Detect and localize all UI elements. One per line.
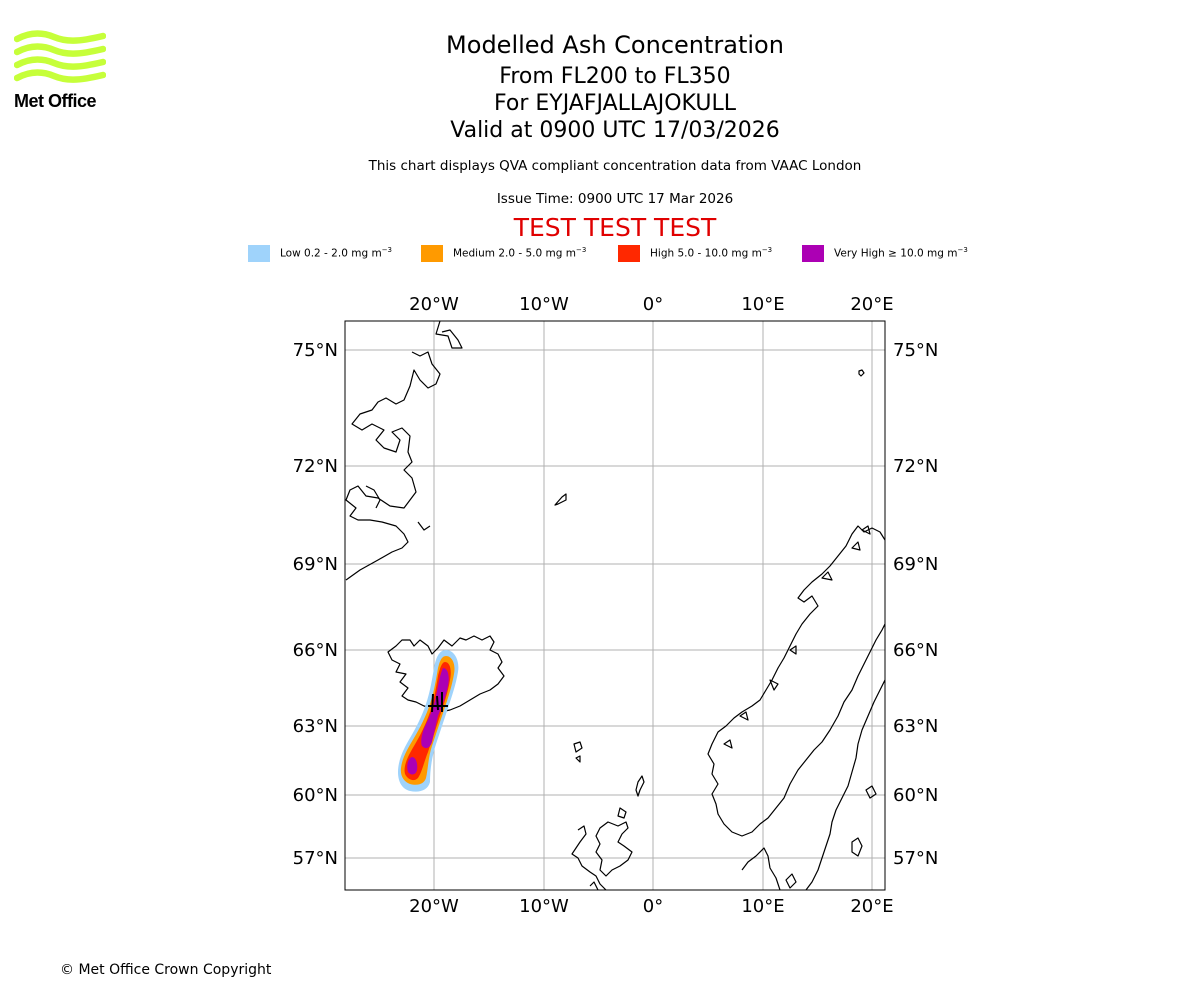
jan-mayen-coast bbox=[554, 493, 567, 506]
lon-tick-bottom: 0° bbox=[643, 896, 663, 917]
legend-unit-exp-medium: −3 bbox=[575, 246, 587, 254]
legend-unit-exp-high: −3 bbox=[761, 246, 773, 254]
lat-tick-right: 69°N bbox=[893, 554, 938, 575]
denmark-coast bbox=[741, 847, 797, 890]
valid-time: Valid at 0900 UTC 17/03/2026 bbox=[450, 118, 780, 143]
faroe-islands-coast bbox=[573, 741, 583, 763]
lon-tick-bottom: 10°W bbox=[519, 896, 569, 917]
legend-label-medium: Medium 2.0 - 5.0 mg m bbox=[453, 247, 576, 260]
lat-tick-right: 60°N bbox=[893, 785, 938, 806]
sweden-coast bbox=[805, 679, 885, 890]
bear-island-coast bbox=[858, 369, 865, 377]
lon-tick-top: 20°W bbox=[409, 294, 459, 315]
met-office-waves-icon bbox=[13, 30, 107, 83]
lon-ticks-bottom: 20°W 10°W 0° 10°E 20°E bbox=[409, 896, 893, 917]
lat-tick-left: 72°N bbox=[293, 456, 338, 477]
copyright-notice: © Met Office Crown Copyright bbox=[60, 962, 272, 978]
met-office-logo: Met Office bbox=[13, 30, 107, 112]
legend-swatch-low bbox=[248, 245, 270, 262]
lon-tick-bottom: 20°E bbox=[850, 896, 893, 917]
issue-time: Issue Time: 0900 UTC 17 Mar 2026 bbox=[496, 191, 734, 207]
lat-tick-left: 66°N bbox=[293, 640, 338, 661]
chart-description: This chart displays QVA compliant concen… bbox=[368, 158, 862, 174]
iceland-coast bbox=[387, 635, 505, 713]
map-frame bbox=[344, 320, 886, 891]
lon-tick-top: 10°E bbox=[741, 294, 784, 315]
lat-tick-right: 72°N bbox=[893, 456, 938, 477]
volcano-marker-icon bbox=[428, 692, 448, 713]
lon-tick-bottom: 20°W bbox=[409, 896, 459, 917]
lat-tick-right: 57°N bbox=[893, 848, 938, 869]
chart-title: Modelled Ash Concentration bbox=[446, 31, 784, 59]
legend-label-low: Low 0.2 - 2.0 mg m bbox=[280, 247, 382, 260]
legend-unit-exp-very-high: −3 bbox=[957, 246, 968, 254]
volcano-name: For EYJAFJALLAJOKULL bbox=[494, 91, 736, 116]
lon-tick-top: 0° bbox=[643, 294, 663, 315]
ash-contour-very-high bbox=[407, 668, 449, 775]
legend-label-high: High 5.0 - 10.0 mg m bbox=[650, 247, 762, 260]
test-banner: TEST TEST TEST bbox=[513, 213, 717, 242]
lat-tick-left: 63°N bbox=[293, 716, 338, 737]
lat-tick-right: 63°N bbox=[893, 716, 938, 737]
ash-plume bbox=[398, 650, 459, 792]
coastlines bbox=[345, 321, 885, 890]
lat-tick-left: 69°N bbox=[293, 554, 338, 575]
lat-tick-left: 75°N bbox=[293, 340, 338, 361]
legend-swatch-high bbox=[618, 245, 640, 262]
flight-level-range: From FL200 to FL350 bbox=[499, 64, 731, 89]
lon-tick-bottom: 10°E bbox=[741, 896, 784, 917]
lat-tick-left: 60°N bbox=[293, 785, 338, 806]
norway-coast bbox=[707, 525, 885, 837]
lon-tick-top: 10°W bbox=[519, 294, 569, 315]
lat-ticks-left: 75°N 72°N 69°N 66°N 63°N 60°N 57°N bbox=[293, 340, 338, 869]
lat-tick-right: 66°N bbox=[893, 640, 938, 661]
greenland-coast bbox=[345, 321, 463, 581]
scotland-coast bbox=[571, 807, 633, 890]
lat-ticks-right: 75°N 72°N 69°N 66°N 63°N 60°N 57°N bbox=[893, 340, 938, 869]
map-gridlines bbox=[345, 321, 885, 890]
met-office-logo-text: Met Office bbox=[14, 91, 97, 111]
lon-ticks-top: 20°W 10°W 0° 10°E 20°E bbox=[409, 294, 893, 315]
legend-swatch-medium bbox=[421, 245, 443, 262]
legend-unit-exp-low: −3 bbox=[381, 246, 393, 254]
lat-tick-right: 75°N bbox=[893, 340, 938, 361]
shetland-coast bbox=[635, 775, 645, 797]
legend-swatch-very-high bbox=[802, 245, 824, 262]
legend-label-very-high: Very High ≥ 10.0 mg m bbox=[834, 247, 958, 260]
lat-tick-left: 57°N bbox=[293, 848, 338, 869]
lon-tick-top: 20°E bbox=[850, 294, 893, 315]
